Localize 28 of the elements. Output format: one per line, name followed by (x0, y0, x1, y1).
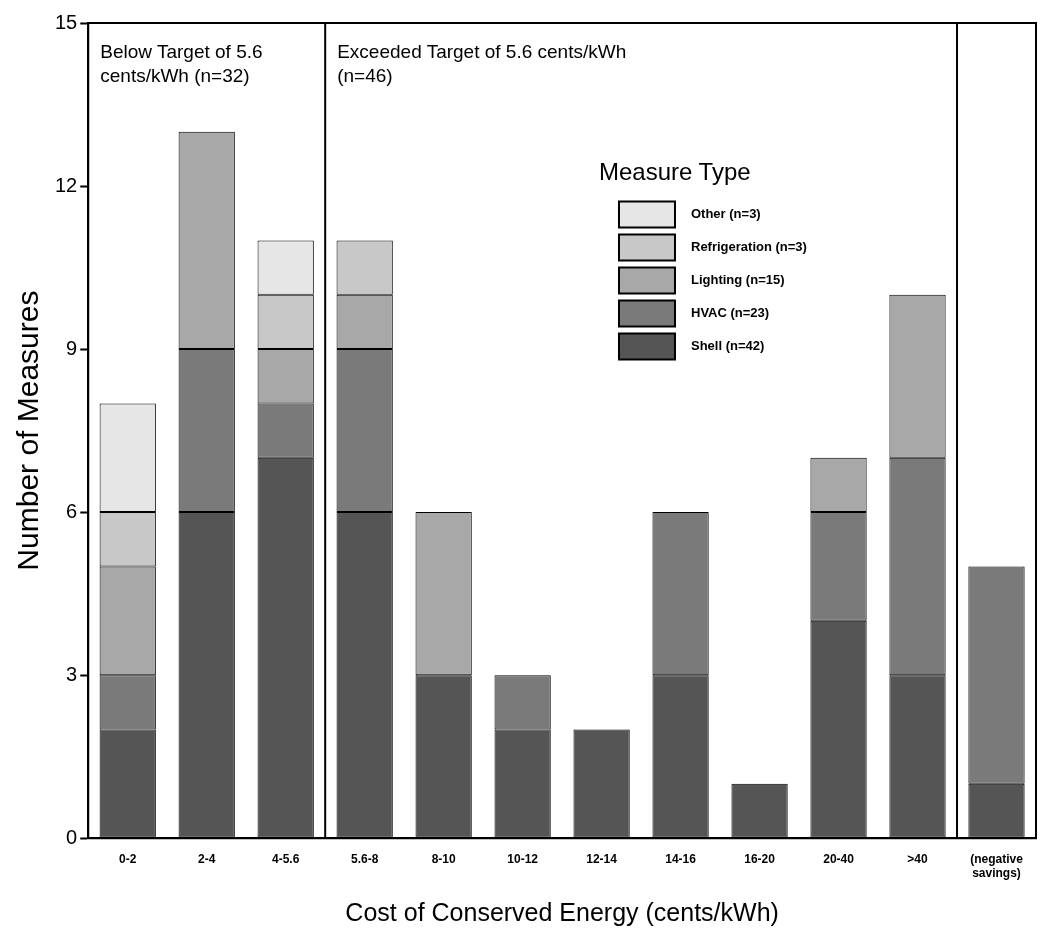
x-tick-label: 14-16 (665, 851, 697, 866)
x-tick-label: 0-2 (119, 851, 137, 866)
y-tick-label: 3 (66, 662, 78, 685)
y-tick-label: 0 (66, 825, 78, 848)
x-tick-label: (negative savings) (970, 851, 1024, 881)
x-tick-label: 16-20 (744, 851, 776, 866)
legend-label: HVAC (n=23) (690, 305, 770, 321)
x-tick-label: 12-14 (586, 851, 618, 866)
x-tick-label: 20-40 (823, 851, 855, 866)
x-tick-label: 10-12 (507, 851, 539, 866)
legend-label: Other (n=3) (690, 206, 761, 222)
y-axis-title: Number of Measures (11, 290, 45, 571)
x-tick-label: 2-4 (198, 851, 216, 866)
x-axis-title: Cost of Conserved Energy (cents/kWh) (345, 897, 779, 926)
legend-label: Refrigeration (n=3) (690, 239, 807, 255)
x-tick-label: 5.6-8 (350, 851, 379, 866)
y-tick-label: 6 (66, 499, 78, 522)
legend-label: Lighting (n=15) (690, 272, 785, 288)
x-tick-label: >40 (907, 851, 929, 866)
annotation: Exceeded Target of 5.6 cents/kWh (n=46) (337, 40, 627, 86)
x-tick-label: 4-5.6 (272, 851, 300, 866)
legend-label: Shell (n=42) (690, 338, 765, 354)
legend-title: Measure Type (598, 158, 751, 186)
y-tick-label: 15 (55, 10, 78, 33)
y-tick-label: 9 (66, 336, 78, 359)
x-tick-label: 8-10 (431, 851, 456, 866)
annotation: Below Target of 5.6 cents/kWh (n=32) (100, 40, 263, 86)
y-tick-label: 12 (55, 173, 78, 196)
